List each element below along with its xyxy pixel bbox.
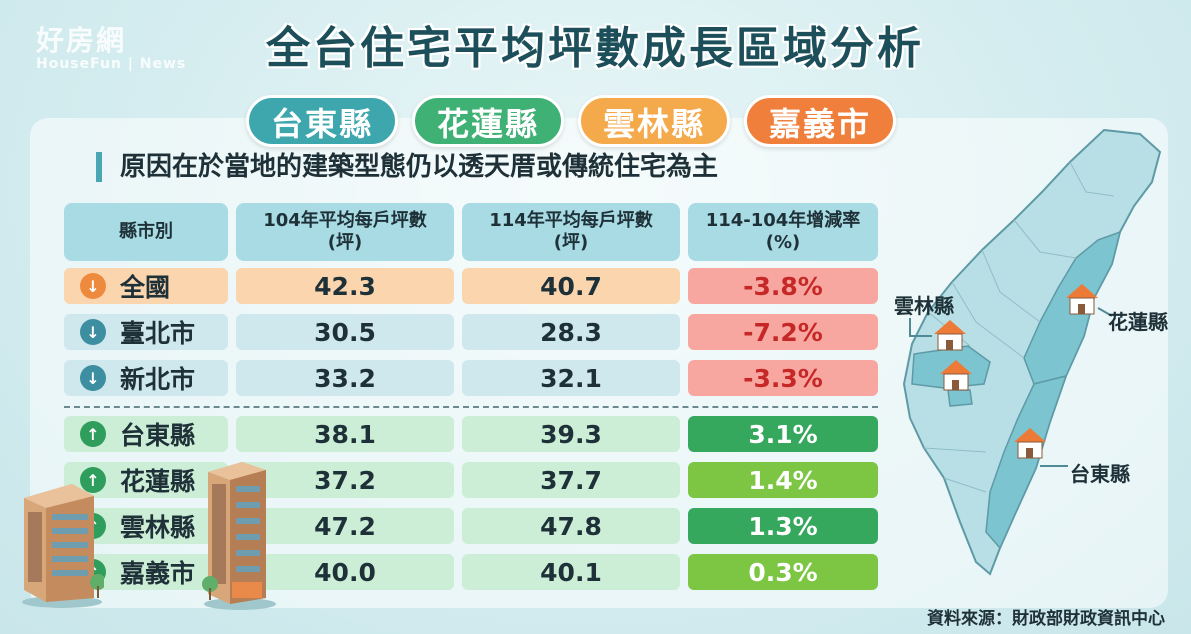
header-114: 114年平均每戶坪數 (坪) [462,203,680,261]
table-row-name-cell: ↑ 台東縣 [64,416,228,452]
value-104-cell: 38.1 [236,416,454,452]
header-114-label: 114年平均每戶坪數 [489,210,653,231]
arrow-up-icon: ↑ [80,467,106,493]
header-county: 縣市別 [64,203,228,261]
table-row-name-cell: ↑ 花蓮縣 [64,462,228,498]
header-104-unit: (坪) [327,232,363,253]
data-source: 資料來源：財政部財政資訊中心 [927,609,1165,629]
region-taitung [985,374,1068,550]
header-114-unit: (坪) [553,232,589,253]
highlight-pill: 台東縣 [246,95,399,147]
value-104-cell: 40.0 [236,554,454,590]
arrow-down-icon: ↓ [80,365,106,391]
header-county-label: 縣市別 [119,221,173,242]
value-104-cell: 42.3 [236,268,454,304]
house-yunlin-icon [934,320,966,351]
county-name: 全國 [120,273,171,302]
value-104-cell: 30.5 [236,314,454,350]
building-right-icon [202,462,276,610]
house-taitung-icon [1014,428,1046,459]
arrow-down-icon: ↓ [80,319,106,345]
change-rate-cell: 3.1% [688,416,878,452]
value-114-cell: 32.1 [462,360,680,396]
value-114-cell: 47.8 [462,508,680,544]
arrow-up-icon: ↑ [80,421,106,447]
value-104-cell: 33.2 [236,360,454,396]
county-name: 新北市 [120,365,196,394]
map-label-hualien: 花蓮縣 [1108,310,1168,334]
county-name: 雲林縣 [120,513,196,542]
county-name: 臺北市 [120,319,196,348]
highlight-pill: 花蓮縣 [412,95,565,147]
table-row-name-cell: ↓ 新北市 [64,360,228,396]
value-114-cell: 28.3 [462,314,680,350]
change-rate-cell: -3.3% [688,360,878,396]
watermark-title: 好房網 [36,24,127,57]
header-104-label: 104年平均每戶坪數 [263,210,427,231]
table-row-name-cell: ↓ 全國 [64,268,228,304]
value-104-cell: 37.2 [236,462,454,498]
header-change: 114-104年增減率 (%) [688,203,878,261]
value-114-cell: 37.7 [462,462,680,498]
house-chiayi-icon [940,360,972,391]
region-chiayi [947,389,973,407]
value-114-cell: 39.3 [462,416,680,452]
change-rate-cell: 0.3% [688,554,878,590]
highlight-pill: 雲林縣 [578,95,731,147]
value-114-cell: 40.1 [462,554,680,590]
highlight-pill: 嘉義市 [744,95,897,147]
map-label-taitung: 台東縣 [1070,462,1130,486]
table-row-name-cell: ↓ 臺北市 [64,314,228,350]
map-label-yunlin: 雲林縣 [894,294,954,318]
change-rate-cell: -3.8% [688,268,878,304]
page-title: 全台住宅平均坪數成長區域分析 [266,23,924,74]
taiwan-map: 雲林縣 花蓮縣 台東縣 [890,122,1190,592]
change-rate-cell: -7.2% [688,314,878,350]
change-rate-cell: 1.3% [688,508,878,544]
county-name: 嘉義市 [120,559,196,588]
arrow-down-icon: ↓ [80,273,106,299]
change-rate-cell: 1.4% [688,462,878,498]
value-104-cell: 47.2 [236,508,454,544]
reason-text: 原因在於當地的建築型態仍以透天厝或傳統住宅為主 [96,152,718,182]
highlight-pills: 台東縣 花蓮縣 雲林縣 嘉義市 [246,95,897,147]
watermark-subtitle: HouseFun | News [36,56,187,72]
county-name: 花蓮縣 [120,467,196,496]
county-name: 台東縣 [120,421,196,450]
watermark-logo: 好房網 HouseFun | News [36,24,187,73]
header-change-unit: (%) [765,232,801,253]
taiwan-map-shape [902,128,1162,576]
header-104: 104年平均每戶坪數 (坪) [236,203,454,261]
house-hualien-icon [1066,284,1098,315]
value-114-cell: 40.7 [462,268,680,304]
building-left-icon [22,484,104,608]
header-change-label: 114-104年增減率 [705,210,861,231]
section-divider [64,406,878,408]
